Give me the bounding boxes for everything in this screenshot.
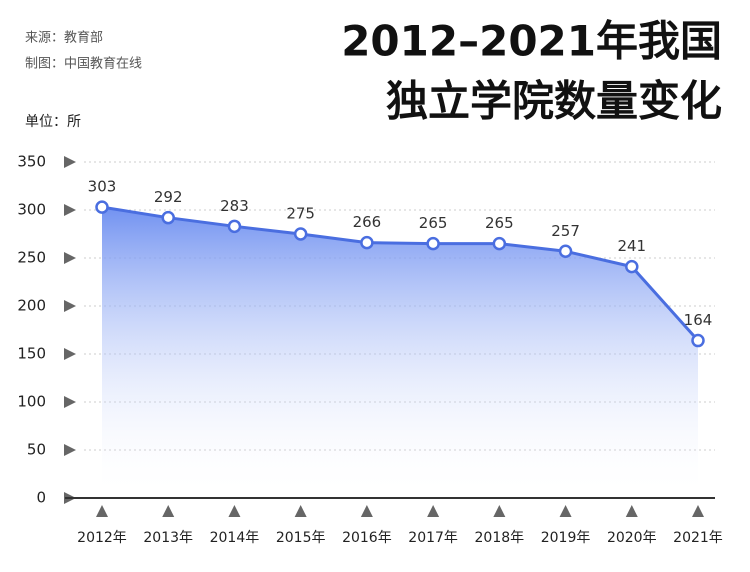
y-tick-mark	[64, 396, 76, 408]
data-label: 265	[419, 214, 448, 232]
y-tick-mark	[64, 444, 76, 456]
y-tick-label: 250	[17, 249, 46, 267]
y-tick-mark	[64, 252, 76, 264]
x-tick-label: 2012年	[77, 530, 127, 546]
point	[625, 259, 639, 274]
point	[161, 210, 175, 225]
x-tick-label: 2015年	[276, 530, 326, 546]
point	[360, 235, 374, 250]
x-tick-label: 2016年	[342, 530, 392, 546]
point	[691, 333, 705, 348]
unit-label: 单位：所	[25, 114, 81, 130]
x-tick-label: 2020年	[607, 530, 657, 546]
source: 来源：教育部	[25, 30, 103, 46]
x-tick-label: 2021年	[673, 530, 723, 546]
data-label: 292	[154, 188, 183, 206]
y-tick-mark	[64, 204, 76, 216]
y-tick-label: 350	[17, 153, 46, 171]
point	[293, 227, 308, 241]
point	[95, 200, 109, 214]
x-tick-mark	[559, 505, 572, 517]
point	[558, 244, 573, 259]
x-tick-mark	[493, 505, 506, 517]
x-tick-mark	[294, 505, 307, 517]
y-tick-mark	[64, 156, 76, 168]
x-tick-label: 2017年	[408, 530, 458, 546]
line	[101, 205, 700, 342]
credit: 制图：中国教育在线	[25, 56, 142, 72]
x-tick-label: 2018年	[475, 530, 525, 546]
x-tick-mark	[625, 505, 638, 517]
x-tick-label: 2014年	[210, 530, 260, 546]
chart-title: 独立学院数量变化	[386, 77, 722, 126]
y-tick-label: 200	[17, 297, 46, 315]
x-tick-label: 2013年	[143, 530, 193, 546]
data-label: 241	[617, 237, 646, 255]
y-tick-label: 300	[17, 201, 46, 219]
data-label: 303	[88, 178, 117, 196]
data-label: 283	[220, 197, 249, 215]
point	[426, 236, 440, 251]
area	[102, 207, 698, 498]
data-label: 164	[684, 311, 713, 329]
y-tick-label: 150	[17, 345, 46, 363]
x-tick-mark	[360, 505, 373, 517]
x-tick-mark	[162, 505, 175, 517]
data-label: 266	[353, 213, 382, 231]
data-label: 257	[551, 222, 580, 240]
point	[227, 219, 242, 234]
x-tick-mark	[228, 505, 241, 517]
point	[492, 236, 507, 251]
data-label: 265	[485, 214, 514, 232]
y-tick-label: 100	[17, 393, 46, 411]
x-tick-label: 2019年	[541, 530, 591, 546]
x-tick-mark	[96, 505, 108, 517]
y-tick-label: 0	[36, 489, 46, 507]
data-label: 275	[286, 205, 315, 223]
chart-title: 2012–2021年我国	[341, 17, 722, 66]
x-tick-mark	[692, 505, 704, 517]
x-tick-mark	[427, 505, 440, 517]
y-tick-mark	[64, 300, 76, 312]
y-tick-label: 50	[27, 441, 46, 459]
y-tick-mark	[64, 348, 76, 360]
